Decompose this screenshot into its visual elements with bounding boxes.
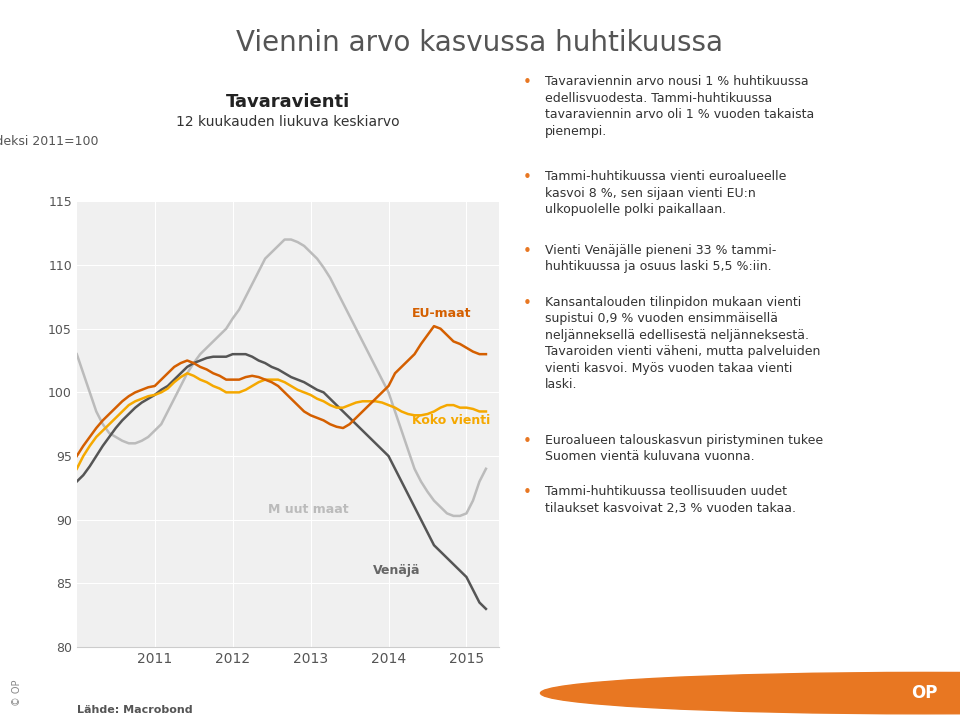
Text: Kansantalouden tilinpidon mukaan vienti
supistui 0,9 % vuoden ensimmäisellä
nelj: Kansantalouden tilinpidon mukaan vienti … [545,296,821,391]
Text: Tavaravienti: Tavaravienti [226,93,350,111]
Text: OP: OP [852,683,886,703]
Text: Viennin arvo kasvussa huhtikuussa: Viennin arvo kasvussa huhtikuussa [236,29,724,57]
Text: •: • [523,170,532,186]
Text: Vienti Venäjälle pieneni 33 % tammi-
huhtikuussa ja osuus laski 5,5 %:iin.: Vienti Venäjälle pieneni 33 % tammi- huh… [545,244,777,273]
Text: EU-maat: EU-maat [412,307,471,320]
Text: •: • [523,75,532,91]
Text: Tammi-huhtikuussa vienti euroalueelle
kasvoi 8 %, sen sijaan vienti EU:n
ulkopuo: Tammi-huhtikuussa vienti euroalueelle ka… [545,170,786,216]
Text: •: • [523,244,532,259]
Text: Euroalueen talouskasvun piristyminen tukee
Suomen vientä kuluvana vuonna.: Euroalueen talouskasvun piristyminen tuk… [545,434,824,463]
Text: Tammi-huhtikuussa teollisuuden uudet
tilaukset kasvoivat 2,3 % vuoden takaa.: Tammi-huhtikuussa teollisuuden uudet til… [545,485,796,515]
Text: OP: OP [911,684,938,702]
Text: 12 kuukauden liukuva keskiarvo: 12 kuukauden liukuva keskiarvo [177,116,399,129]
Text: •: • [523,434,532,449]
Text: Lähde: Macrobond: Lähde: Macrobond [77,705,192,715]
Text: M uut maat: M uut maat [268,503,348,516]
Circle shape [540,672,960,714]
Text: © OP: © OP [12,680,22,706]
Text: •: • [523,485,532,500]
Text: Venäjä: Venäjä [372,564,420,577]
Text: •: • [523,296,532,311]
Text: Tavaraviennin arvo nousi 1 % huhtikuussa
edellisvuodesta. Tammi-huhtikuussa
tava: Tavaraviennin arvo nousi 1 % huhtikuussa… [545,75,814,138]
Text: indeksi 2011=100: indeksi 2011=100 [0,135,98,148]
Text: Koko vienti: Koko vienti [412,414,491,427]
